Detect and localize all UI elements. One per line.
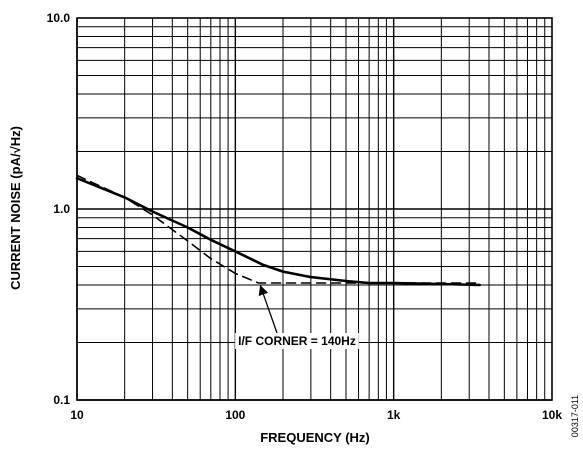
- x-tick-label: 1k: [387, 408, 401, 422]
- series-line-dashed: [76, 174, 481, 284]
- annotation-label-bg: [235, 333, 359, 349]
- y-tick-label: 10.0: [47, 11, 71, 25]
- y-axis-title: CURRENT NOISE (pA/√Hz): [8, 126, 23, 290]
- annotation-arrow: [258, 285, 278, 334]
- plot-frame: [76, 17, 553, 401]
- tick-labels: 10 100 1k 10k 0.1 1.0 10.0: [47, 11, 563, 422]
- x-tick-label: 10: [70, 408, 84, 422]
- annotation-label: I/F CORNER = 140Hz: [238, 334, 356, 348]
- annotation-layer: I/F CORNER = 140Hz: [235, 285, 359, 349]
- x-tick-label: 100: [225, 408, 245, 422]
- series-line-solid: [75, 176, 482, 287]
- x-tick-label: 10k: [542, 408, 562, 422]
- series-layer: [75, 174, 482, 287]
- figure-id: 00317-011: [570, 395, 580, 437]
- x-axis-title: FREQUENCY (Hz): [260, 430, 370, 445]
- y-tick-label: 0.1: [53, 393, 70, 407]
- y-tick-label: 1.0: [53, 202, 70, 216]
